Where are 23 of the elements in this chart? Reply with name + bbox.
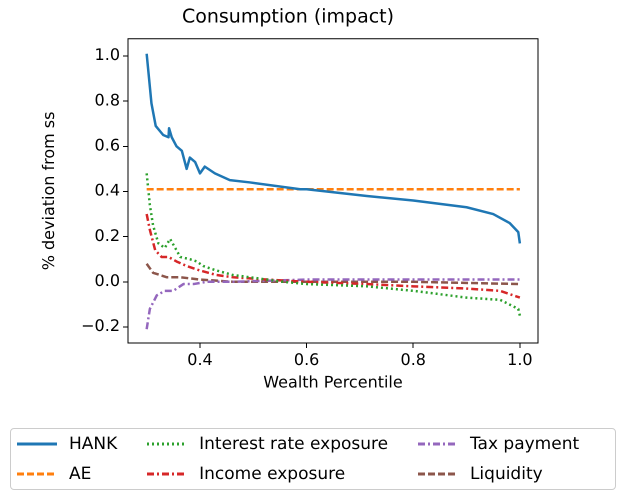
line-series <box>145 278 522 330</box>
legend-label: Interest rate exposure <box>199 434 388 454</box>
legend-label: Tax payment <box>470 434 580 454</box>
x-tick-label: 0.8 <box>400 350 426 369</box>
legend-label: AE <box>69 464 92 484</box>
chart-title: Consumption (impact) <box>182 5 394 28</box>
line-series <box>145 172 522 317</box>
legend-label: Liquidity <box>470 464 543 484</box>
y-tick-label: 0.6 <box>94 135 120 154</box>
y-tick-label: 0.8 <box>94 90 120 110</box>
legend-label: HANK <box>69 434 118 454</box>
x-tick-label: 0.4 <box>187 350 213 369</box>
x-tick-label: 0.6 <box>294 350 320 369</box>
line-series <box>145 212 522 299</box>
x-tick-label: 1.0 <box>507 350 533 369</box>
legend-label: Income exposure <box>199 464 346 484</box>
y-tick-label: 0.4 <box>94 180 120 200</box>
x-axis-title: Wealth Percentile <box>263 372 403 392</box>
y-tick-label: −0.2 <box>81 316 120 336</box>
y-tick-label: 0.0 <box>94 270 120 290</box>
y-axis-title: % deviation from ss <box>38 112 58 270</box>
y-tick-label: 1.0 <box>94 45 120 64</box>
y-tick-label: 0.2 <box>94 226 120 245</box>
